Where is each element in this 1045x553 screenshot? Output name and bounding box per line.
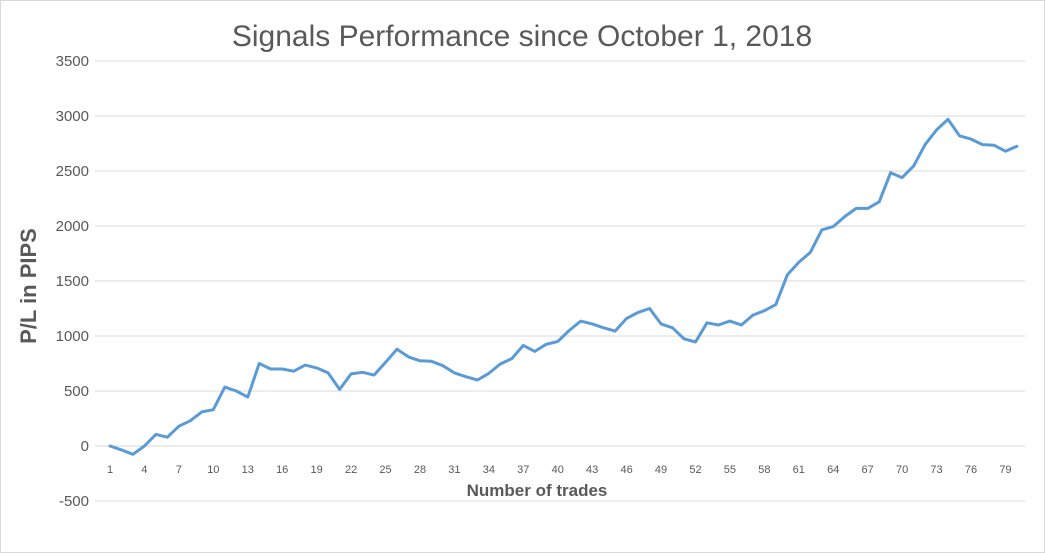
y-axis-title: P/L in PIPS — [16, 228, 41, 344]
x-tick-label: 73 — [930, 464, 942, 476]
y-tick-label: 500 — [64, 383, 89, 400]
x-tick-label: 4 — [141, 464, 147, 476]
x-tick-label: 37 — [517, 464, 529, 476]
x-tick-label: 64 — [827, 464, 839, 476]
x-tick-label: 1 — [107, 464, 113, 476]
y-tick-label: 2000 — [56, 218, 89, 235]
x-tick-label: 34 — [483, 464, 495, 476]
x-tick-label: 55 — [724, 464, 736, 476]
x-tick-label: 25 — [379, 464, 391, 476]
x-tick-label: 22 — [345, 464, 357, 476]
y-tick-label: 3000 — [56, 108, 89, 125]
x-tick-label: 13 — [242, 464, 254, 476]
y-tick-label: 3500 — [56, 53, 89, 70]
series-lines — [108, 117, 1019, 456]
x-tick-label: 76 — [965, 464, 977, 476]
x-tick-label: 70 — [896, 464, 908, 476]
y-tick-label: 1000 — [56, 328, 89, 345]
x-axis-title: Number of trades — [467, 481, 608, 500]
y-tick-label: -500 — [59, 493, 89, 510]
x-tick-label: 16 — [276, 464, 288, 476]
x-tick-label: 58 — [758, 464, 770, 476]
x-tick-label: 46 — [620, 464, 632, 476]
gridlines — [95, 60, 1025, 502]
x-tick-label: 28 — [414, 464, 426, 476]
x-tick-label: 79 — [999, 464, 1011, 476]
y-tick-label: 0 — [81, 438, 89, 455]
chart-title: Signals Performance since October 1, 201… — [232, 20, 812, 53]
x-tick-label: 40 — [552, 464, 564, 476]
x-tick-label: 67 — [862, 464, 874, 476]
y-axis-tick-labels: 3500 3000 2500 2000 1500 1000 500 0 -500 — [56, 53, 89, 510]
x-tick-label: 31 — [448, 464, 460, 476]
y-tick-label: 1500 — [56, 273, 89, 290]
x-tick-label: 10 — [207, 464, 219, 476]
x-tick-label: 52 — [689, 464, 701, 476]
x-tick-label: 61 — [793, 464, 805, 476]
x-tick-label: 19 — [311, 464, 323, 476]
x-axis-tick-labels: 1 4 7 10 13 16 19 22 25 28 31 34 37 40 43 46 49 52 55 58 61 6… — [107, 464, 1012, 476]
x-tick-label: 49 — [655, 464, 667, 476]
y-tick-label: 2500 — [56, 163, 89, 180]
x-tick-label: 43 — [586, 464, 598, 476]
x-tick-label: 7 — [176, 464, 182, 476]
series-line — [108, 117, 1019, 456]
